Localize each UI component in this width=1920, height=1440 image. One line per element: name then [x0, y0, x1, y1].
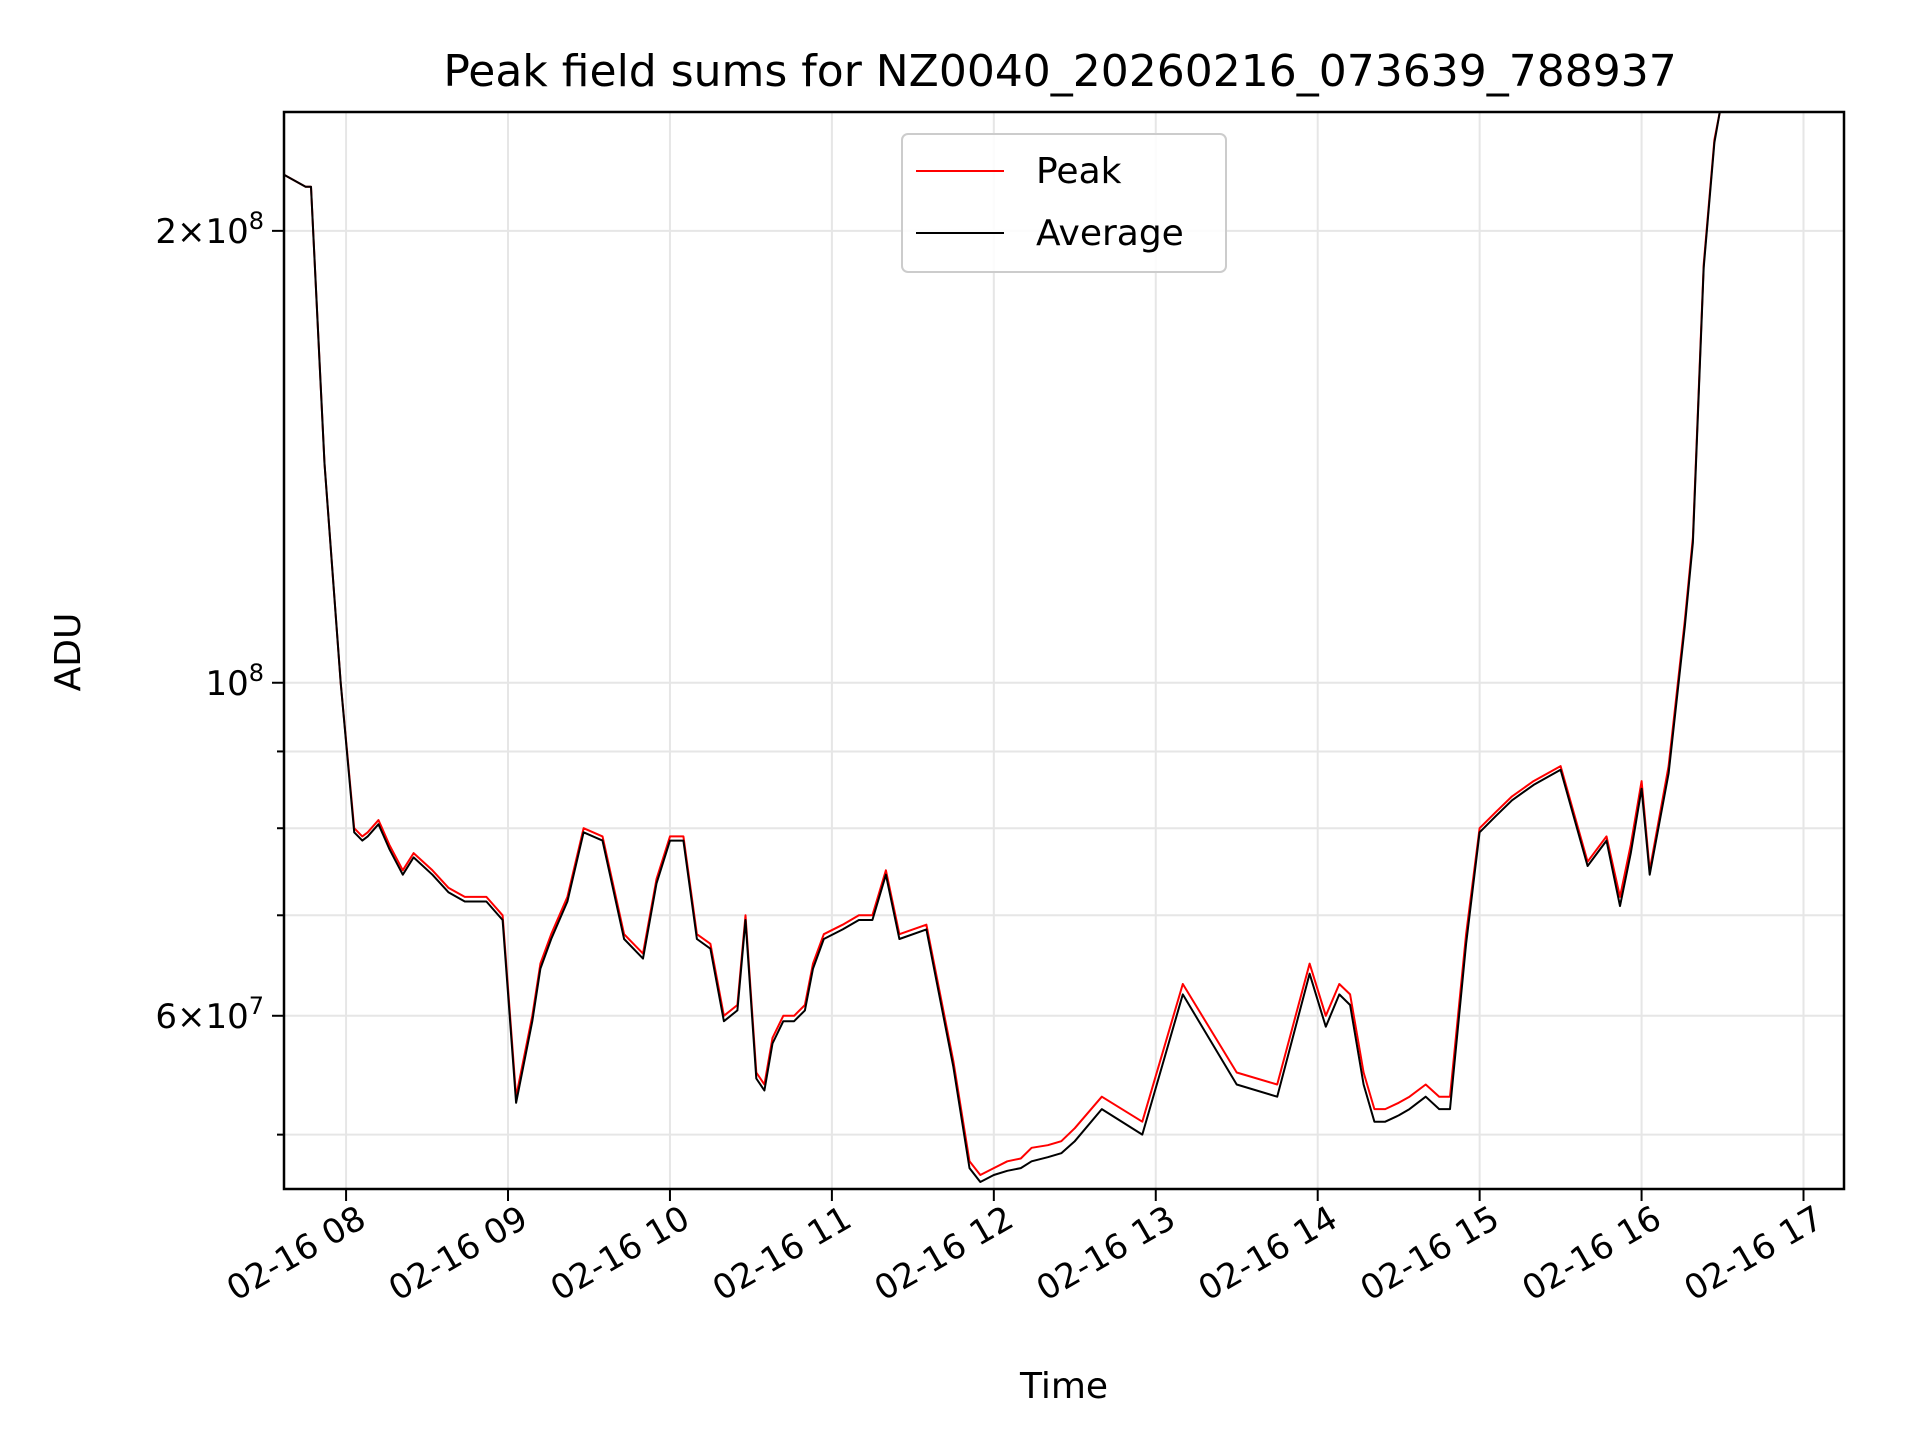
series-layer — [284, 112, 1844, 1183]
grid — [284, 112, 1844, 1189]
x-axis: 02-16 08 02-16 09 02-16 10 02-16 11 02-16 12… — [220, 1189, 1830, 1309]
x-tick-label: 02-16 11 — [706, 1198, 858, 1309]
x-tick-label: 02-16 13 — [1030, 1198, 1182, 1309]
x-axis-label: Time — [1019, 1366, 1108, 1407]
legend-label-peak: Peak — [1036, 151, 1122, 192]
y-tick-label: 2×108 — [155, 207, 264, 252]
y-tick-label: 6×107 — [155, 992, 264, 1037]
x-tick-label: 02-16 12 — [868, 1198, 1020, 1309]
legend-box — [901, 133, 1227, 273]
legend-label-average: Average — [1036, 213, 1184, 254]
x-tick-label: 02-16 15 — [1354, 1198, 1506, 1309]
x-tick-label: 02-16 08 — [220, 1198, 372, 1309]
x-tick-label: 02-16 14 — [1192, 1198, 1344, 1309]
y-tick-label: 108 — [205, 659, 264, 704]
series-line-peak — [284, 112, 1844, 1176]
x-tick-label: 02-16 10 — [544, 1198, 696, 1309]
y-axis-label: ADU — [48, 613, 89, 692]
x-tick-label: 02-16 09 — [382, 1198, 534, 1309]
x-tick-label: 02-16 17 — [1678, 1198, 1830, 1309]
legend: Peak Average — [901, 133, 1227, 273]
series-line-average — [284, 112, 1844, 1183]
x-tick-label: 02-16 16 — [1516, 1198, 1668, 1309]
chart-title: Peak field sums for NZ0040_20260216_0736… — [443, 46, 1676, 97]
plot-frame — [282, 110, 1846, 1191]
y-axis: 6×107 108 2×108 — [155, 207, 284, 1136]
